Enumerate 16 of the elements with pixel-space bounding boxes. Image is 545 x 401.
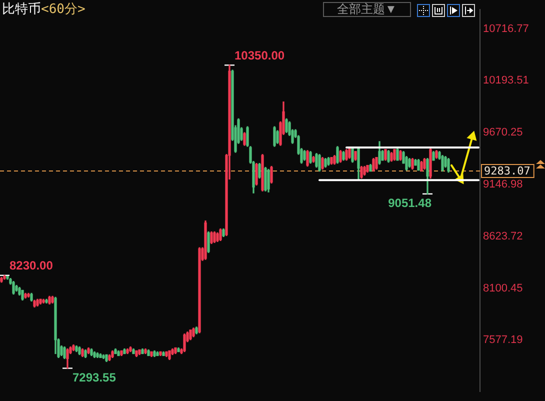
chart-subtitle: <60分>: [41, 2, 86, 17]
y-tick-label: 8623.72: [483, 230, 523, 242]
y-tick-label: 10193.51: [483, 74, 529, 87]
y-tick-label: 9146.98: [483, 178, 523, 190]
y-tick-label: 10716.77: [483, 22, 529, 35]
text: 8230.00: [10, 258, 53, 273]
text: 10350.00: [234, 48, 285, 62]
text: 9051.48: [388, 196, 432, 210]
y-tick-label: 8100.45: [483, 282, 523, 294]
y-tick-label: 9670.25: [483, 126, 523, 139]
annotation: 全部主题▼: [337, 2, 397, 16]
ref-line-label: 9283.07: [484, 164, 530, 178]
text: 7293.55: [72, 370, 116, 385]
chart-title: 比特币: [2, 2, 41, 17]
dropdown-button: 全部主题▼: [323, 2, 411, 17]
y-tick-label: 7577.19: [483, 334, 523, 346]
